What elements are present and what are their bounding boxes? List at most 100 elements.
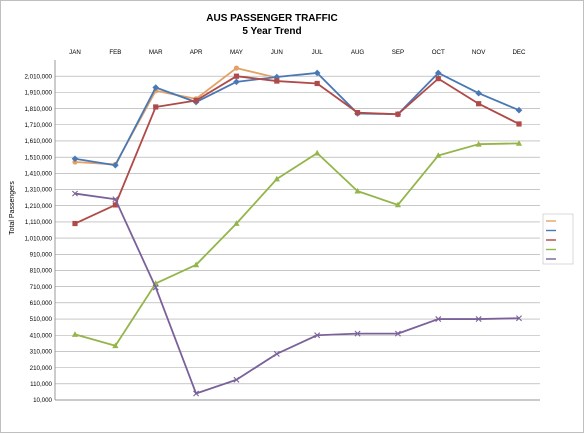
square-marker bbox=[233, 73, 240, 79]
triangle-marker bbox=[354, 187, 361, 194]
diamond-marker bbox=[71, 155, 79, 163]
triangle-marker bbox=[435, 152, 442, 158]
x-marker bbox=[435, 316, 442, 323]
y-tick-label: 710,000 bbox=[30, 284, 53, 291]
square-marker bbox=[354, 110, 361, 116]
x-marker bbox=[314, 332, 321, 339]
x-tick-label: FEB bbox=[109, 49, 121, 56]
triangle-marker bbox=[314, 149, 321, 156]
x-marker bbox=[233, 376, 240, 383]
triangle-marker bbox=[475, 140, 482, 147]
x-marker-stroke bbox=[233, 376, 240, 383]
legend bbox=[542, 213, 574, 265]
diamond-marker bbox=[233, 78, 240, 86]
y-tick-label: 210,000 bbox=[30, 365, 53, 372]
x-marker bbox=[475, 316, 482, 323]
y-tick-label: 1,710,000 bbox=[24, 122, 52, 129]
y-tick-label: 1,510,000 bbox=[24, 154, 52, 161]
x-tick-label: NOV bbox=[472, 49, 486, 56]
diamond-marker bbox=[152, 84, 160, 91]
x-tick-label: JAN bbox=[69, 49, 81, 56]
series-line bbox=[74, 75, 520, 225]
x-marker-stroke bbox=[193, 390, 200, 397]
x-marker-stroke bbox=[314, 332, 321, 339]
y-tick-label: 1,610,000 bbox=[24, 138, 52, 145]
triangle-marker bbox=[233, 220, 240, 226]
series-line bbox=[74, 192, 520, 395]
y-tick-label: 910,000 bbox=[30, 251, 53, 258]
y-tick-label: 510,000 bbox=[30, 316, 53, 323]
x-tick-label: MAY bbox=[230, 49, 243, 56]
x-marker bbox=[273, 350, 280, 357]
y-tick-label: 1,110,000 bbox=[25, 219, 53, 226]
x-marker-stroke bbox=[112, 196, 119, 203]
x-tick-label: APR bbox=[190, 49, 203, 56]
x-marker-stroke bbox=[475, 316, 482, 323]
series-4 bbox=[71, 140, 523, 349]
y-tick-label: 1,410,000 bbox=[24, 171, 52, 178]
diamond-marker bbox=[313, 69, 321, 77]
triangle-marker bbox=[515, 140, 523, 146]
x-tick-label: JUL bbox=[312, 49, 324, 56]
x-marker-stroke bbox=[394, 330, 401, 337]
x-marker-stroke bbox=[273, 350, 280, 357]
square-marker bbox=[435, 76, 441, 82]
x-marker-stroke bbox=[516, 315, 522, 322]
square-marker bbox=[274, 78, 280, 84]
axis-layer: 10,000 110,000 210,000 310,000 410,000 510,00… bbox=[24, 49, 540, 404]
diamond-marker bbox=[112, 161, 119, 169]
x-tick-label: JUN bbox=[271, 49, 283, 56]
series-line bbox=[74, 72, 520, 167]
x-tick-label: SEP bbox=[392, 49, 404, 56]
series-3 bbox=[72, 73, 522, 227]
triangle-marker bbox=[394, 201, 402, 208]
y-tick-label: 810,000 bbox=[30, 268, 53, 275]
x-tick-label: DEC bbox=[512, 49, 526, 56]
y-tick-label: 1,810,000 bbox=[24, 106, 52, 113]
x-marker bbox=[72, 190, 78, 197]
triangle-marker bbox=[273, 175, 280, 182]
y-tick-label: 310,000 bbox=[30, 349, 53, 356]
y-tick-label: 1,010,000 bbox=[24, 235, 52, 242]
y-tick-label: 110,000 bbox=[30, 381, 52, 388]
chart-subtitle: 5 Year Trend bbox=[242, 26, 301, 37]
y-tick-label: 1,910,000 bbox=[24, 90, 52, 97]
square-marker bbox=[112, 202, 118, 208]
square-marker bbox=[153, 104, 159, 110]
square-marker bbox=[395, 111, 401, 117]
x-tick-label: MAR bbox=[149, 49, 163, 56]
x-marker bbox=[516, 315, 522, 322]
x-marker bbox=[112, 196, 119, 203]
circle-marker bbox=[233, 65, 240, 71]
legend-box bbox=[542, 213, 574, 265]
diamond-marker bbox=[434, 69, 442, 77]
x-marker-stroke bbox=[354, 330, 361, 337]
diamond-marker bbox=[515, 106, 523, 114]
x-tick-label: OCT bbox=[432, 49, 445, 56]
y-tick-label: 2,010,000 bbox=[24, 73, 52, 80]
square-marker bbox=[476, 101, 482, 107]
square-marker bbox=[314, 80, 320, 87]
x-marker-stroke bbox=[435, 316, 442, 323]
y-tick-label: 410,000 bbox=[30, 332, 53, 339]
grid-layer bbox=[55, 75, 540, 401]
square-marker bbox=[516, 121, 522, 127]
triangle-marker bbox=[71, 331, 79, 337]
x-tick-label: AUG bbox=[351, 49, 365, 56]
square-marker bbox=[193, 97, 199, 104]
triangle-marker bbox=[112, 342, 119, 349]
series-5 bbox=[72, 190, 522, 397]
y-axis-label: Total Passengers bbox=[9, 181, 16, 235]
y-tick-label: 1,210,000 bbox=[24, 203, 52, 210]
diamond-marker bbox=[475, 89, 482, 97]
x-marker-stroke bbox=[152, 284, 159, 291]
x-marker bbox=[354, 330, 361, 337]
series-layer bbox=[71, 65, 523, 397]
series-line bbox=[74, 142, 520, 347]
y-tick-label: 1,310,000 bbox=[24, 187, 52, 194]
x-marker bbox=[394, 330, 401, 337]
y-tick-label: 10,000 bbox=[33, 397, 52, 404]
x-marker-stroke bbox=[72, 190, 78, 197]
